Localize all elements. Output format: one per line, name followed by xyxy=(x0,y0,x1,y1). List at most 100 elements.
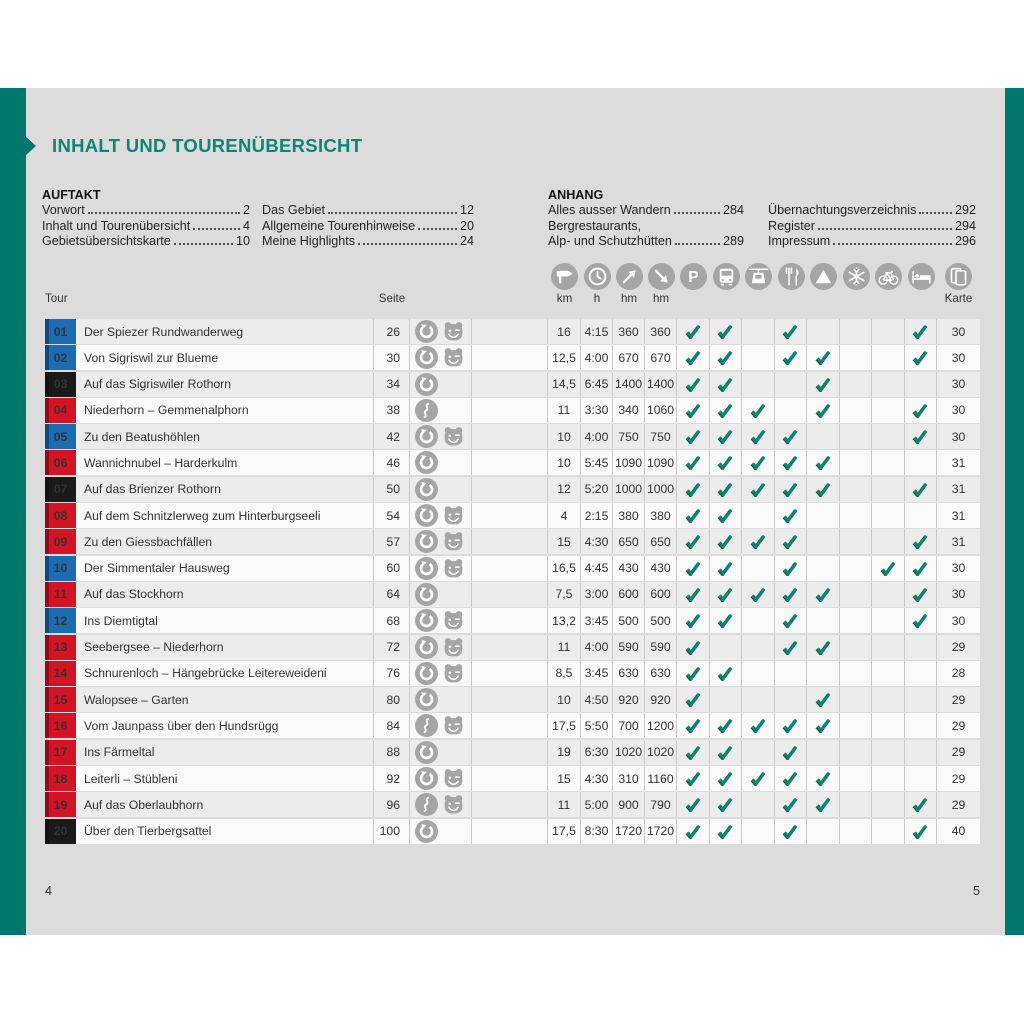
spacer-cell xyxy=(472,424,548,450)
feature-bed-check xyxy=(905,529,937,555)
checkmark-icon xyxy=(912,534,929,550)
spacer-cell xyxy=(472,371,548,397)
feature-bed xyxy=(905,739,937,765)
feature-cablecar-check xyxy=(742,424,775,450)
tour-ascent: 1000 xyxy=(613,476,645,502)
snowflake-icon xyxy=(842,263,870,290)
loop-route-icon xyxy=(415,688,438,712)
tour-route-icons xyxy=(410,660,472,686)
tour-row: 03 Auf das Sigriswiler Rothorn 34 14,5 6:45 1… xyxy=(45,371,980,397)
checkmark-icon xyxy=(685,640,702,655)
tour-karte: 30 xyxy=(951,403,966,418)
checkmark-icon xyxy=(782,429,799,445)
feature-bus-check xyxy=(710,345,742,371)
checkmark-icon xyxy=(717,824,734,839)
tour-km: 12 xyxy=(548,476,581,502)
tour-seite: 84 xyxy=(374,713,410,739)
feature-peak xyxy=(807,503,840,529)
toc-anhang-col1: ANHANG Alles ausser Wandern 284 Bergrestau… xyxy=(548,188,744,250)
checkmark-icon xyxy=(815,771,832,787)
feature-peak-check xyxy=(807,345,840,371)
peak-icon xyxy=(810,263,837,290)
feature-bus-check xyxy=(710,713,742,739)
tour-hours: 4:15 xyxy=(581,319,613,344)
tour-hours: 5:00 xyxy=(581,792,613,818)
svg-text:P: P xyxy=(688,269,698,286)
tour-descent: 360 xyxy=(645,319,677,344)
spacer-cell xyxy=(472,476,548,502)
checkmark-icon xyxy=(782,324,799,339)
tour-ascent: 340 xyxy=(613,397,645,423)
feature-peak-check xyxy=(807,766,840,792)
tour-row: 02 Von Sigriswil zur Blueme 30 12,5 4:00 670 6… xyxy=(45,345,980,371)
checkmark-icon xyxy=(815,640,832,655)
tour-row: 09 Zu den Giessbachfällen 57 15 4:30 650 650 31 xyxy=(45,529,980,555)
tour-km: 16 xyxy=(548,319,581,344)
tour-name: Auf das Brienzer Rothorn xyxy=(76,476,374,502)
feature-restaurant-check xyxy=(775,818,807,844)
feature-bed xyxy=(905,450,937,476)
tour-seite: 64 xyxy=(374,581,410,607)
tour-hours: 5:50 xyxy=(581,713,613,739)
toc-entry: Meine Highlights 24 xyxy=(262,234,474,249)
tour-km: 10 xyxy=(548,450,581,476)
signpost-icon xyxy=(551,263,578,290)
toc-heading-auftakt: AUFTAKT xyxy=(42,188,101,202)
bear-icon xyxy=(442,425,465,448)
toc-dot-leader xyxy=(673,212,720,215)
feature-bed xyxy=(905,687,937,713)
checkmark-icon xyxy=(782,613,799,629)
tour-descent: 670 xyxy=(645,345,677,371)
tour-route-icons xyxy=(410,713,472,739)
feature-bike xyxy=(872,319,905,344)
tour-seite: 68 xyxy=(374,608,410,634)
feature-peak-check xyxy=(807,397,840,423)
toc-entry-page: 4 xyxy=(242,218,250,233)
feature-parking-check xyxy=(677,581,710,607)
linear-route-icon xyxy=(415,714,438,738)
tour-number-badge: 12 xyxy=(45,608,76,634)
bus-icon xyxy=(712,263,740,290)
feature-bus-check xyxy=(710,555,742,581)
tour-ascent: 1720 xyxy=(613,818,645,844)
toc-dot-leader xyxy=(817,227,952,230)
tour-seite: 76 xyxy=(374,660,410,686)
tour-row: 17 Ins Färmeltal 88 19 6:30 1020 1020 29 xyxy=(45,739,980,765)
feature-bike xyxy=(872,634,905,660)
tour-ascent: 700 xyxy=(613,713,645,739)
tour-row: 18 Leiterli – Stübleni 92 15 4:30 310 1160 29 xyxy=(45,766,980,792)
feature-bed xyxy=(905,503,937,529)
checkmark-icon xyxy=(815,350,832,366)
feature-peak-check xyxy=(807,792,840,818)
checkmark-icon xyxy=(717,771,734,787)
tour-seite: 88 xyxy=(374,739,410,765)
toc-entry: Impressum 296 xyxy=(768,234,976,249)
checkmark-icon xyxy=(685,561,702,576)
feature-bus-check xyxy=(710,424,742,450)
feature-restaurant-check xyxy=(775,529,807,555)
checkmark-icon xyxy=(912,797,929,813)
spacer-cell xyxy=(472,503,548,529)
checkmark-icon xyxy=(717,429,734,445)
toc-entry-page: 2 xyxy=(242,203,250,218)
tour-hours: 4:00 xyxy=(581,634,613,660)
toc-dot-leader xyxy=(418,227,457,230)
seite-column-label: Seite xyxy=(378,292,406,305)
loop-route-icon xyxy=(415,504,438,528)
tour-name: Der Simmentaler Hausweg xyxy=(76,555,374,581)
spacer-cell xyxy=(472,766,548,792)
toc-entry-page: 284 xyxy=(722,203,744,218)
feature-bike xyxy=(872,792,905,818)
feature-bike xyxy=(872,608,905,634)
spacer-cell xyxy=(472,529,548,555)
feature-restaurant xyxy=(775,371,807,397)
feature-bus-check xyxy=(710,608,742,634)
feature-parking-check xyxy=(677,818,710,844)
tour-row: 16 Vom Jaunpass über den Hundsrügg 84 17,5 5… xyxy=(45,713,980,739)
feature-bike xyxy=(872,397,905,423)
tour-hours: 3:45 xyxy=(581,608,613,634)
feature-snowflake xyxy=(840,319,872,344)
feature-restaurant xyxy=(775,687,807,713)
tour-km: 13,2 xyxy=(548,608,581,634)
checkmark-icon xyxy=(912,561,929,576)
